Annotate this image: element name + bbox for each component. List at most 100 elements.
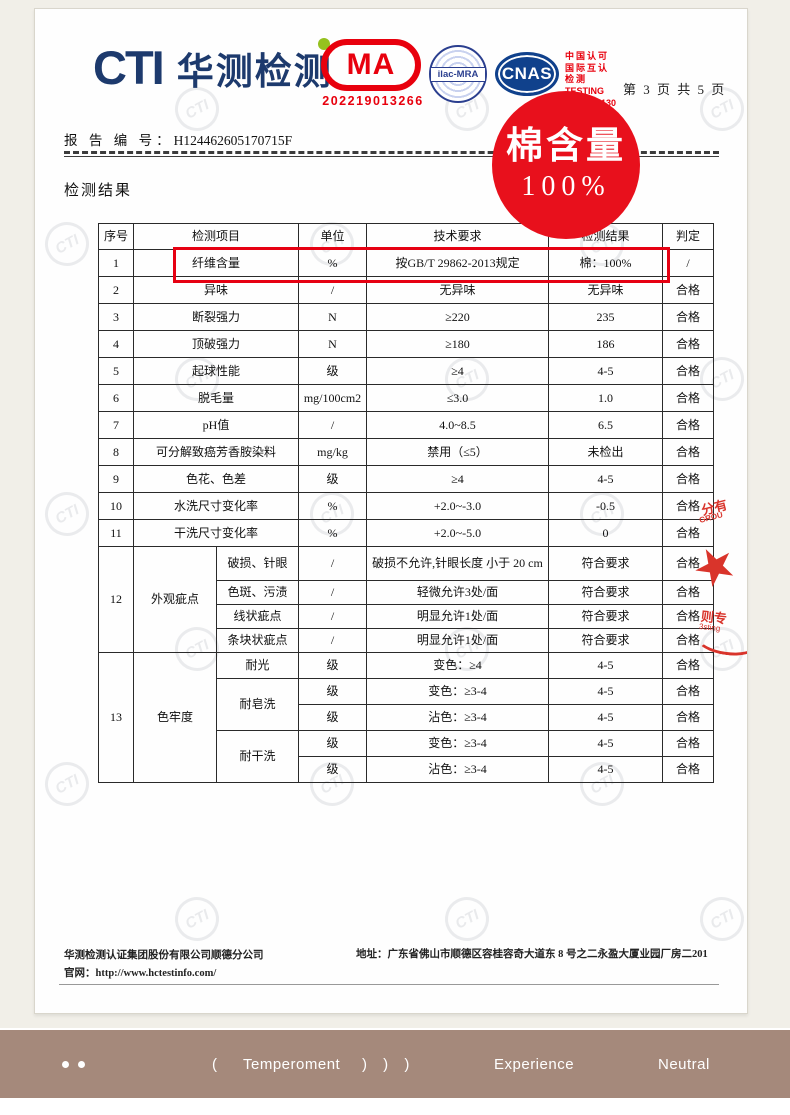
cell: / — [298, 546, 368, 581]
cell: 级 — [298, 704, 368, 731]
table-row: 1 纤维含量% 按GB/T 29862-2013规定 棉：100% / — [98, 249, 715, 277]
cell: 级 — [298, 357, 368, 385]
cell: 9 — [98, 465, 134, 493]
cell: -0.5 — [548, 492, 664, 520]
table-row: 8 可分解致癌芳香胺染料 mg/kg 禁用（≤5） 未检出 合格 — [98, 438, 715, 466]
paren-decoration: ) ) ) — [362, 1056, 416, 1073]
cell: 变色：≥3-4 — [366, 730, 550, 757]
cell: 色斑、污渍 — [215, 580, 300, 605]
cell: 合格 — [662, 357, 715, 385]
footer-rule — [59, 984, 719, 985]
cti-watermark-icon: CTI — [692, 889, 747, 949]
cell: 合格 — [662, 730, 715, 757]
cell: 水洗尺寸变化率 — [132, 492, 300, 520]
cti-watermark-icon: CTI — [37, 754, 97, 814]
cma-mark: MA 202219013266 — [321, 39, 425, 108]
cell: 断裂强力 — [132, 303, 300, 331]
cell: 轻微允许3处/面 — [366, 580, 550, 605]
cell: 条块状疵点 — [215, 628, 300, 653]
cell: 无异味 — [548, 276, 664, 304]
cell: ≥4 — [366, 357, 550, 385]
cell: 5 — [98, 357, 134, 385]
table-row: 条块状疵点 / 明显允许1处/面 符合要求 合格 — [99, 628, 715, 653]
col-header: 单位 — [298, 223, 368, 250]
cell: pH值 — [132, 411, 300, 439]
cell: 起球性能 — [132, 357, 300, 385]
cell: 破损、针眼 — [215, 546, 300, 581]
table-row: 4 顶破强力 N ≥180 186 合格 — [98, 330, 715, 358]
cell: 合格 — [662, 678, 715, 705]
ilac-mra-label: ilac-MRA — [431, 66, 485, 82]
cell: 色花、色差 — [132, 465, 300, 493]
seal-star-icon — [693, 544, 738, 590]
cell: 无异味 — [366, 276, 550, 304]
cell: 耐光 — [215, 652, 300, 679]
cell: 线状疵点 — [215, 604, 300, 629]
cell: 变色：≥4 — [366, 652, 550, 679]
cell: 2 — [98, 276, 134, 304]
table-row: 13 色牢度 耐光级变色：≥4 4-5 合格 — [98, 652, 715, 783]
cell: ≥4 — [366, 465, 550, 493]
cell: ≥180 — [366, 330, 550, 358]
cell: 符合要求 — [548, 604, 664, 629]
carousel-dot[interactable] — [62, 1061, 69, 1068]
cell: 未检出 — [548, 438, 664, 466]
report-number-line: 报 告 编 号：H124462605170715F — [64, 129, 292, 149]
cell: 3 — [98, 303, 134, 331]
cell: 干洗尺寸变化率 — [132, 519, 300, 547]
cell: 合格 — [662, 546, 715, 581]
cell: 纤维含量 — [132, 249, 300, 277]
cell: 沾色：≥3-4 — [366, 704, 550, 731]
cti-watermark-icon: CTI — [37, 214, 97, 274]
paren-decoration: ( — [212, 1056, 218, 1073]
badge-title: 棉含量 — [506, 125, 626, 167]
cell: / — [298, 628, 368, 653]
cell: 12 — [98, 546, 134, 653]
cell: 4 — [98, 330, 134, 358]
cell: 合格 — [662, 652, 715, 679]
cell: 合格 — [662, 384, 715, 412]
cell: +2.0~-5.0 — [366, 519, 550, 547]
tab-experience[interactable]: Experience — [494, 1056, 575, 1073]
cell: 耐皂洗 — [215, 678, 300, 731]
cell: 合格 — [662, 411, 715, 439]
cell: 脱毛量 — [132, 384, 300, 412]
cell: % — [298, 249, 368, 277]
cell: 10 — [98, 492, 134, 520]
page-number: 第 3 页 共 5 页 — [623, 82, 727, 97]
cma-letters: MA — [346, 48, 396, 81]
cell: 异味 — [132, 276, 300, 304]
cell: 合格 — [662, 276, 715, 304]
table-row: 12 外观疵点 破损、针眼 / 破损不允许,针眼长度 小于 20 cm 符合要求 合格 — [98, 546, 715, 653]
cell: / — [298, 276, 368, 304]
cell: 合格 — [662, 492, 715, 520]
table-row: 3 断裂强力 N ≥220 235 合格 — [98, 303, 715, 331]
cell: 0 — [548, 519, 664, 547]
website-url[interactable]: http://www.hctestinfo.com/ — [95, 967, 217, 979]
table-row: 10 水洗尺寸变化率% +2.0~-3.0 -0.5 合格 — [98, 492, 715, 520]
cell: % — [298, 492, 368, 520]
tab-temperoment[interactable]: Temperoment — [243, 1056, 341, 1073]
table-row: 11 干洗尺寸变化率% +2.0~-5.0 0 合格 — [98, 519, 715, 547]
cell: 合格 — [662, 438, 715, 466]
cell: 明显允许1处/面 — [366, 628, 550, 653]
cell: 耐干洗 — [215, 730, 300, 783]
company-name: 华测检测认证集团股份有限公司顺德分公司 — [64, 950, 264, 961]
carousel-dot[interactable] — [78, 1061, 85, 1068]
cell: 级 — [298, 756, 368, 783]
tab-neutral[interactable]: Neutral — [658, 1056, 710, 1073]
cti-watermark-icon: CTI — [37, 484, 97, 544]
cell: 顶破强力 — [132, 330, 300, 358]
cell: 符合要求 — [548, 628, 664, 653]
cell: 级 — [298, 730, 368, 757]
cell: 4-5 — [548, 652, 664, 679]
cell: 级 — [298, 678, 368, 705]
col-header: 检测项目 — [132, 223, 300, 250]
cell: 4-5 — [548, 678, 664, 705]
cell: 破损不允许,针眼长度 小于 20 cm — [366, 546, 550, 581]
cell: 合格 — [662, 303, 715, 331]
cell: 可分解致癌芳香胺染料 — [132, 438, 300, 466]
cell: 4-5 — [548, 730, 664, 757]
table-row: 5 起球性能级 ≥4 4-5 合格 — [98, 357, 715, 385]
